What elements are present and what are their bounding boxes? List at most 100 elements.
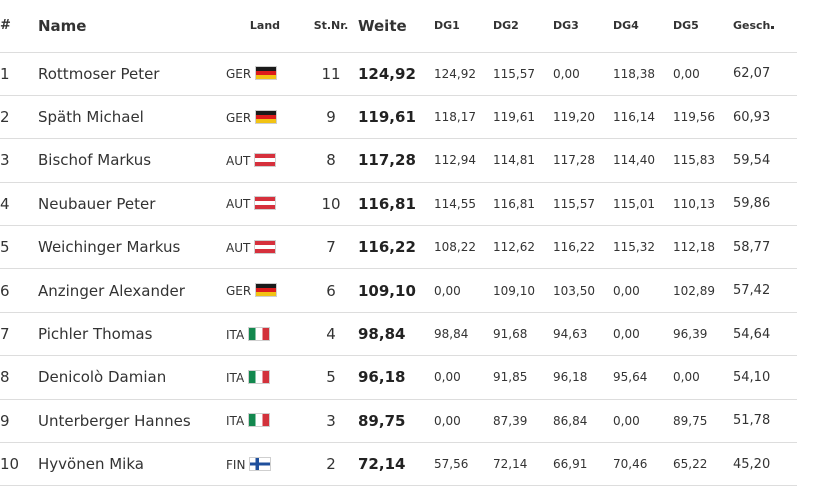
weite-cell: 109,10 [358,281,416,300]
header-name[interactable]: Name [38,16,87,35]
weite-cell: 116,22 [358,238,416,257]
table-row[interactable]: 8 Denicolò Damian ITA 5 96,18 0,00 91,85 96,18 9… [0,355,797,399]
table-row[interactable]: 2 Späth Michael GER 9 119,61 118,17 119,61 119,… [0,95,797,138]
header-dg3[interactable]: DG3 [553,19,579,33]
country-code: GER [226,284,252,299]
header-dg4[interactable]: DG4 [613,19,639,33]
country-code: FIN [226,457,246,472]
athlete-name: Weichinger Markus [38,238,181,257]
ger-flag-icon [255,109,278,124]
dg5-cell: 119,56 [673,110,715,125]
start-number-cell: 11 [321,64,341,83]
header-row: # Name Land St.Nr. Weite DG1 DG2 DG3 DG4… [0,0,797,52]
country-code: AUT [226,197,251,212]
gesch-cell: 62,07 [733,66,771,82]
header-dg5[interactable]: DG5 [673,19,699,33]
start-number-cell: 4 [326,325,336,344]
gesch-cell: 54,10 [733,369,771,385]
dg2-cell: 114,81 [493,153,535,168]
rank-cell: 9 [0,411,10,430]
dg3-cell: 117,28 [553,153,595,168]
header-land[interactable]: Land [249,19,281,33]
country-code: AUT [226,240,251,255]
start-number-cell: 2 [326,455,336,474]
country-cell: AUT [226,226,304,269]
dg5-cell: 65,22 [673,457,708,472]
athlete-name: Neubauer Peter [38,194,156,213]
table-row[interactable]: 1 Rottmoser Peter GER 11 124,92 124,92 115,57 0… [0,52,797,95]
dg4-cell: 115,32 [613,240,655,255]
dg1-cell: 57,56 [434,457,469,472]
country-code: GER [226,67,252,82]
country-code: GER [226,110,252,125]
sort-indicator-icon [771,26,775,30]
dg4-cell: 0,00 [613,413,640,428]
dg4-cell: 70,46 [613,457,648,472]
country-cell: FIN [226,443,304,486]
gesch-cell: 54,64 [733,326,771,342]
results-table: # Name Land St.Nr. Weite DG1 DG2 DG3 DG4… [0,0,797,486]
rank-cell: 2 [0,108,10,127]
dg5-cell: 110,13 [673,196,715,211]
dg2-cell: 72,14 [493,457,528,472]
athlete-name: Unterberger Hannes [38,411,191,430]
dg5-cell: 89,75 [673,413,708,428]
country-code: ITA [226,370,245,385]
dg2-cell: 109,10 [493,283,535,298]
country-cell: AUT [226,139,304,182]
table-row[interactable]: 9 Unterberger Hannes ITA 3 89,75 0,00 87,39 86,… [0,399,797,442]
dg3-cell: 115,57 [553,196,595,211]
dg2-cell: 119,61 [493,110,535,125]
table-row[interactable]: 5 Weichinger Markus AUT 7 116,22 108,22 112,62… [0,225,797,269]
gesch-cell: 59,86 [733,196,771,212]
dg1-cell: 0,00 [434,283,461,298]
header-rank[interactable]: # [0,18,11,34]
ita-flag-icon [248,413,271,428]
dg2-cell: 115,57 [493,66,535,81]
fin-flag-icon [249,456,272,471]
country-cell: GER [226,269,304,312]
country-cell: ITA [226,356,304,399]
ita-flag-icon [248,326,271,341]
dg4-cell: 95,64 [613,370,648,385]
dg1-cell: 0,00 [434,413,461,428]
dg2-cell: 116,81 [493,196,535,211]
dg1-cell: 118,17 [434,110,476,125]
table-row[interactable]: 6 Anzinger Alexander GER 6 109,10 0,00 109,10 1… [0,268,797,312]
gesch-cell: 51,78 [733,413,771,429]
athlete-name: Denicolò Damian [38,368,167,387]
dg5-cell: 115,83 [673,153,715,168]
dg4-cell: 118,38 [613,66,655,81]
table-header: # Name Land St.Nr. Weite DG1 DG2 DG3 DG4… [0,0,797,52]
table-row[interactable]: 3 Bischof Markus AUT 8 117,28 112,94 114,81 117… [0,138,797,182]
table-row[interactable]: 10 Hyvönen Mika FIN 2 72,14 57,56 72,14 66,91 70… [0,442,797,486]
dg1-cell: 114,55 [434,196,476,211]
country-cell: ITA [226,312,304,355]
header-gesch[interactable]: Gesch [733,0,797,52]
gesch-cell: 45,20 [733,456,771,472]
rank-cell: 6 [0,281,10,300]
gesch-cell: 57,42 [733,283,771,299]
header-start-number[interactable]: St.Nr. [313,19,349,33]
dg4-cell: 114,40 [613,153,655,168]
rank-cell: 7 [0,325,10,344]
weite-cell: 124,92 [358,64,416,83]
dg5-cell: 112,18 [673,240,715,255]
gesch-cell: 59,54 [733,152,771,168]
dg5-cell: 102,89 [673,283,715,298]
dg2-cell: 91,68 [493,327,528,342]
header-weite[interactable]: Weite [358,16,407,35]
header-dg2[interactable]: DG2 [493,19,519,33]
country-cell: ITA [226,399,304,442]
start-number-cell: 8 [326,151,336,170]
athlete-name: Anzinger Alexander [38,281,185,300]
country-cell: GER [226,95,304,138]
header-dg1[interactable]: DG1 [434,19,460,33]
gesch-cell: 60,93 [733,109,771,125]
table-row[interactable]: 7 Pichler Thomas ITA 4 98,84 98,84 91,68 94,63 0… [0,312,797,355]
aut-flag-icon [254,239,277,254]
weite-cell: 89,75 [358,411,406,430]
table-row[interactable]: 4 Neubauer Peter AUT 10 116,81 114,55 116,81 11… [0,182,797,225]
weite-cell: 96,18 [358,368,406,387]
ger-flag-icon [255,66,278,81]
